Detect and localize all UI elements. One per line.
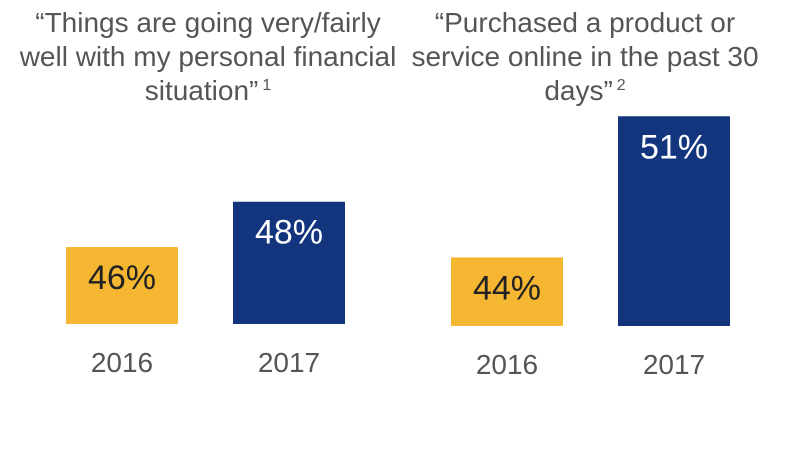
chart-title-text: “Purchased a product or service online i…	[411, 7, 759, 106]
data-label: 48%	[255, 214, 323, 252]
bar-2017	[618, 116, 730, 326]
chart-title-online-purchase: “Purchased a product or service online i…	[395, 6, 775, 108]
bar-2016	[66, 247, 178, 324]
x-tick-label: 2016	[91, 347, 153, 378]
x-tick-label: 2017	[258, 347, 320, 378]
x-tick-label: 2017	[643, 349, 705, 380]
bar-2016	[451, 257, 563, 326]
footnote-marker: 1	[262, 76, 272, 94]
x-tick-label: 2016	[476, 349, 538, 380]
data-label: 46%	[88, 259, 156, 297]
chart-title-text: “Things are going very/fairly well with …	[19, 7, 397, 106]
data-label: 44%	[473, 269, 541, 307]
footnote-marker: 2	[616, 76, 626, 94]
bar-2017	[233, 201, 345, 324]
data-label: 51%	[640, 128, 708, 166]
chart-title-financial: “Things are going very/fairly well with …	[18, 6, 398, 108]
